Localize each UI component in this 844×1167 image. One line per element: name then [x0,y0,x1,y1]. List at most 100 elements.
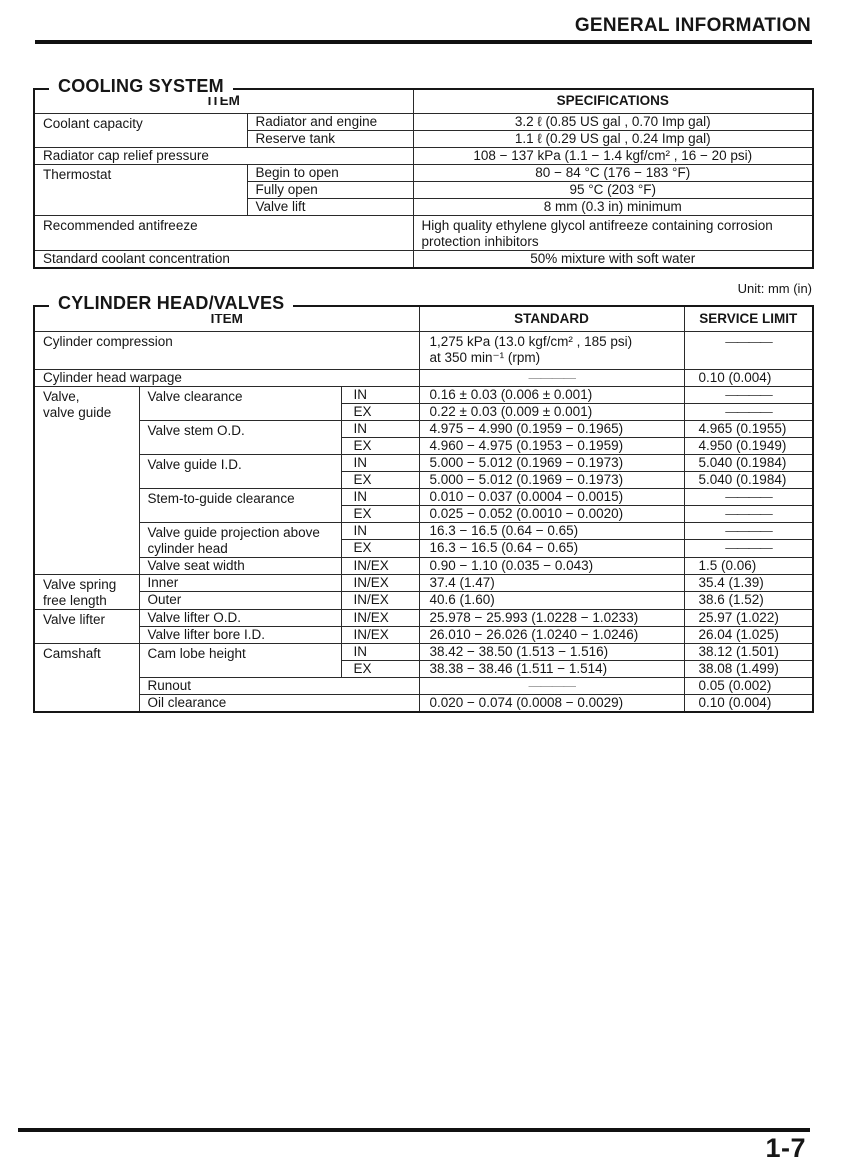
inex-cell: EX [340,470,420,489]
table-row: Camshaft Cam lobe height IN 38.42 − 38.5… [33,642,814,712]
standard-cell: 16.3 − 16.5 (0.64 − 0.65) [418,539,685,558]
subitem-cell: Fully open [246,180,414,199]
cooling-system-section: COOLING SYSTEM ITEM SPECIFICATIONS Coola… [33,76,814,269]
table-row: Outer IN/EX 40.6 (1.60) 38.6 (1.52) [34,591,814,610]
inex-cell: IN [340,453,420,472]
service-cell: ———— [683,385,814,404]
empty-value-dash: ———— [528,369,577,385]
standard-line-2: at 350 min⁻¹ (rpm) [429,349,541,365]
subitem-cell: Cam lobe height [138,642,342,678]
inex-cell: IN/EX [340,591,420,610]
group-line-1: Valve, [43,388,80,404]
standard-cell: 5.000 − 5.012 (0.1969 − 0.1973) [418,470,685,489]
service-cell: 25.97 (1.022) [683,608,814,627]
service-cell: ———— [683,330,814,370]
table-row: Valve spring free length Inner IN/EX 37.… [33,573,814,610]
empty-value-dash: ———— [725,333,773,349]
subitem-cell: Valve guide projection above cylinder he… [138,521,342,558]
standard-line-1: 1,275 kPa (13.0 kgf/cm² , 185 psi) [429,333,633,349]
group-line-2: valve guide [43,404,112,420]
inex-cell: EX [340,402,420,421]
subitem-cell: Valve lifter O.D. [138,608,342,627]
inex-cell: IN [340,419,420,438]
table-header-row: ITEM SPECIFICATIONS [33,88,814,114]
cooling-table: ITEM SPECIFICATIONS Coolant capacity Rad… [33,88,814,269]
inex-cell: IN/EX [340,556,420,575]
table-row: Runout ———— 0.05 (0.002) [34,676,814,695]
table-row: Valve seat width IN/EX 0.90 − 1.10 (0.03… [34,556,814,575]
table-row: Valve lifter Valve lifter O.D. IN/EX 25.… [33,608,814,644]
empty-value-dash: ———— [528,677,577,693]
group-cell: Valve lifter [33,608,140,644]
footer-rule [18,1128,810,1132]
service-cell: 1.5 (0.06) [683,556,814,575]
cylinder-head-valves-table: ITEM STANDARD SERVICE LIMIT Cylinder com… [33,305,815,713]
item-cell: Coolant capacity [33,112,248,148]
standard-cell: 38.38 − 38.46 (1.511 − 1.514) [418,659,685,678]
table-row: EX 5.000 − 5.012 (0.1969 − 0.1973) 5.040… [34,470,814,489]
empty-value-dash: ———— [725,540,773,556]
subitem-cell: Reserve tank [246,129,414,148]
table-row: EX 0.025 − 0.052 (0.0010 − 0.0020) ———— [34,504,814,523]
subitem-cell: Valve guide I.D. [138,453,342,489]
empty-value-dash: ———— [725,386,773,402]
group-line-1: Valve spring [43,576,117,592]
inex-cell: EX [340,539,420,558]
unit-label: Unit: mm (in) [737,281,812,296]
page-number: 1-7 [765,1133,806,1163]
inex-cell: IN/EX [340,608,420,627]
empty-value-dash: ———— [725,403,773,419]
table-row: Valve, valve guide Valve clearance IN 0.… [33,385,814,575]
standard-cell: ———— [418,676,685,695]
standard-cell: 40.6 (1.60) [418,591,685,610]
service-cell: ———— [683,504,814,523]
subitem-cell: Valve clearance [138,385,342,421]
empty-value-dash: ———— [725,505,773,521]
table-row: Valve stem O.D. IN 4.975 − 4.990 (0.1959… [34,419,814,455]
inex-cell: EX [340,659,420,678]
header-rule [35,40,812,44]
service-cell: 38.08 (1.499) [683,659,814,678]
empty-value-dash: ———— [725,488,773,504]
page-header-title: GENERAL INFORMATION [574,15,811,36]
standard-cell: 5.000 − 5.012 (0.1969 − 0.1973) [418,453,685,472]
spec-cell: 95 °C (203 °F) [412,180,814,199]
table-row: Oil clearance 0.020 − 0.074 (0.0008 − 0.… [34,693,814,712]
table-row: Fully open 95 °C (203 °F) [34,180,814,199]
service-cell: 4.965 (0.1955) [683,419,814,438]
table-row: Cylinder head warpage ———— 0.10 (0.004) [33,368,814,387]
inex-cell: IN [340,385,420,404]
table-row: Standard coolant concentration 50% mixtu… [33,249,814,268]
item-cell: Cylinder compression [33,330,420,370]
table-row: Stem-to-guide clearance IN 0.010 − 0.037… [34,487,814,523]
inex-cell: IN [340,521,420,540]
standard-cell: 26.010 − 26.026 (1.0240 − 1.0246) [418,625,685,644]
standard-cell: 0.16 ± 0.03 (0.006 ± 0.001) [418,385,685,404]
service-cell: ———— [683,521,814,540]
inex-cell: IN [340,487,420,506]
table-row: Valve guide I.D. IN 5.000 − 5.012 (0.196… [34,453,814,489]
column-header-standard: STANDARD [418,305,685,332]
standard-cell: 0.020 − 0.074 (0.0008 − 0.0029) [418,693,685,712]
subitem-cell: Inner [138,573,342,592]
group-cell: Valve, valve guide [33,385,140,575]
subitem-cell: Valve stem O.D. [138,419,342,455]
cooling-section-title: COOLING SYSTEM [49,76,233,97]
service-cell: 38.12 (1.501) [683,642,814,661]
group-cell: Camshaft [33,642,140,712]
table-row: EX 4.960 − 4.975 (0.1953 − 0.1959) 4.950… [34,436,814,455]
subitem-cell: Radiator and engine [246,112,414,131]
service-cell: ———— [683,487,814,506]
item-cell: Standard coolant concentration [33,249,414,268]
spec-cell: 3.2 ℓ (0.85 US gal , 0.70 Imp gal) [412,112,814,131]
standard-cell: ———— [418,368,685,387]
standard-cell: 25.978 − 25.993 (1.0228 − 1.0233) [418,608,685,627]
service-cell: 4.950 (0.1949) [683,436,814,455]
spec-cell: 8 mm (0.3 in) minimum [412,197,814,216]
subitem-cell: Valve lift [246,197,414,216]
table-row: EX 38.38 − 38.46 (1.511 − 1.514) 38.08 (… [34,659,814,678]
item-cell: Recommended antifreeze [33,214,414,251]
spec-cell: 50% mixture with soft water [412,249,814,268]
subitem-cell: Stem-to-guide clearance [138,487,342,523]
